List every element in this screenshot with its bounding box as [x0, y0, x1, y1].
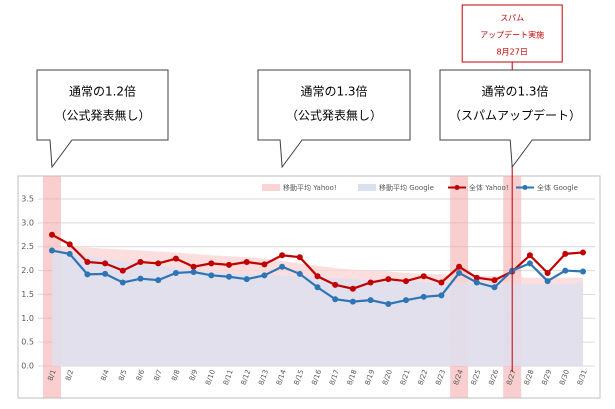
callout-box — [36, 69, 169, 169]
point — [544, 269, 551, 276]
point — [367, 297, 374, 304]
point — [367, 279, 374, 286]
callout-text: 通常の1.3倍 — [300, 84, 367, 99]
x-tick-label: 8/1 — [46, 369, 57, 382]
annotation-box — [461, 4, 563, 63]
point — [385, 276, 392, 283]
x-tick-label: 8/6 — [135, 368, 147, 382]
point — [438, 292, 445, 299]
point — [119, 267, 126, 274]
y-tick-label: 1.0 — [21, 314, 34, 323]
point — [102, 260, 109, 267]
point — [491, 284, 498, 291]
legend-label: 移動平均 Yahoo! — [283, 183, 337, 192]
point — [261, 272, 268, 279]
point — [190, 269, 197, 276]
callout-text: 通常の1.2倍 — [69, 84, 136, 99]
y-tick-label: 1.5 — [21, 290, 34, 299]
point — [385, 300, 392, 307]
point — [580, 268, 586, 275]
point — [491, 277, 498, 284]
point — [155, 277, 162, 284]
point — [66, 241, 73, 248]
point — [190, 263, 197, 270]
y-tick-label: 0.5 — [21, 338, 34, 347]
point — [279, 252, 286, 259]
point — [456, 269, 463, 276]
area — [52, 251, 583, 366]
point — [261, 261, 268, 268]
x-tick-label: 8/5 — [117, 369, 128, 382]
point — [84, 271, 91, 278]
y-tick-label: 3.0 — [21, 218, 34, 227]
point — [208, 260, 215, 267]
point — [420, 293, 427, 300]
point — [84, 258, 91, 265]
legend-label: 移動平均 Google — [379, 183, 434, 192]
annotation-text: アップデート実施 — [480, 30, 544, 40]
point — [403, 278, 409, 285]
point — [119, 279, 126, 286]
point — [456, 263, 463, 270]
point — [137, 275, 144, 282]
point — [49, 231, 55, 238]
point — [155, 260, 162, 267]
callout-text: （公式発表無し） — [54, 108, 150, 123]
point — [296, 254, 303, 261]
point — [349, 285, 356, 292]
y-tick-label: 0.0 — [21, 362, 34, 371]
y-tick-label: 2.5 — [21, 242, 34, 251]
x-tick-label: 8/7 — [153, 369, 164, 382]
legend-swatch — [262, 184, 280, 191]
point — [226, 273, 232, 280]
point — [279, 263, 286, 270]
point — [420, 273, 427, 280]
point — [544, 278, 551, 285]
point — [314, 284, 321, 291]
legend-label: 全体 Google — [537, 183, 578, 192]
point — [137, 258, 144, 265]
callout-text: 通常の1.3倍 — [481, 84, 548, 99]
point — [403, 297, 409, 304]
callout-text: （公式発表無し） — [286, 108, 382, 123]
x-tick-label: 8/9 — [188, 369, 199, 382]
point — [102, 270, 109, 277]
point — [580, 249, 586, 256]
point — [243, 276, 250, 283]
legend-swatch — [454, 185, 460, 190]
point — [332, 281, 339, 288]
point — [526, 252, 533, 259]
annotation-text: スパム — [500, 14, 524, 23]
callout-box — [439, 69, 591, 169]
point — [172, 255, 179, 262]
y-tick-label: 3.5 — [21, 195, 34, 204]
point — [296, 270, 303, 277]
x-tick-label: 8/2 — [64, 369, 75, 382]
point — [526, 260, 533, 267]
point — [332, 296, 339, 303]
y-tick-label: 2.0 — [21, 266, 34, 275]
point — [208, 272, 215, 279]
point — [562, 267, 569, 274]
callout-box — [257, 69, 411, 169]
point — [243, 258, 250, 265]
point — [473, 279, 480, 286]
annotation-text: 8月27日 — [497, 48, 528, 57]
legend-swatch — [358, 184, 376, 191]
point — [473, 274, 480, 281]
point — [172, 269, 179, 276]
point — [314, 273, 321, 280]
legend-swatch — [522, 185, 528, 190]
point — [49, 247, 55, 254]
callout-text: （スパムアップデート） — [449, 108, 581, 123]
point — [226, 261, 232, 268]
x-tick-label: 8/8 — [170, 369, 181, 382]
x-tick-label: 8/4 — [99, 368, 111, 382]
legend-label: 全体 Yahoo! — [469, 183, 509, 192]
point — [562, 250, 569, 257]
point — [349, 298, 356, 305]
point — [438, 279, 445, 286]
point — [66, 250, 73, 257]
